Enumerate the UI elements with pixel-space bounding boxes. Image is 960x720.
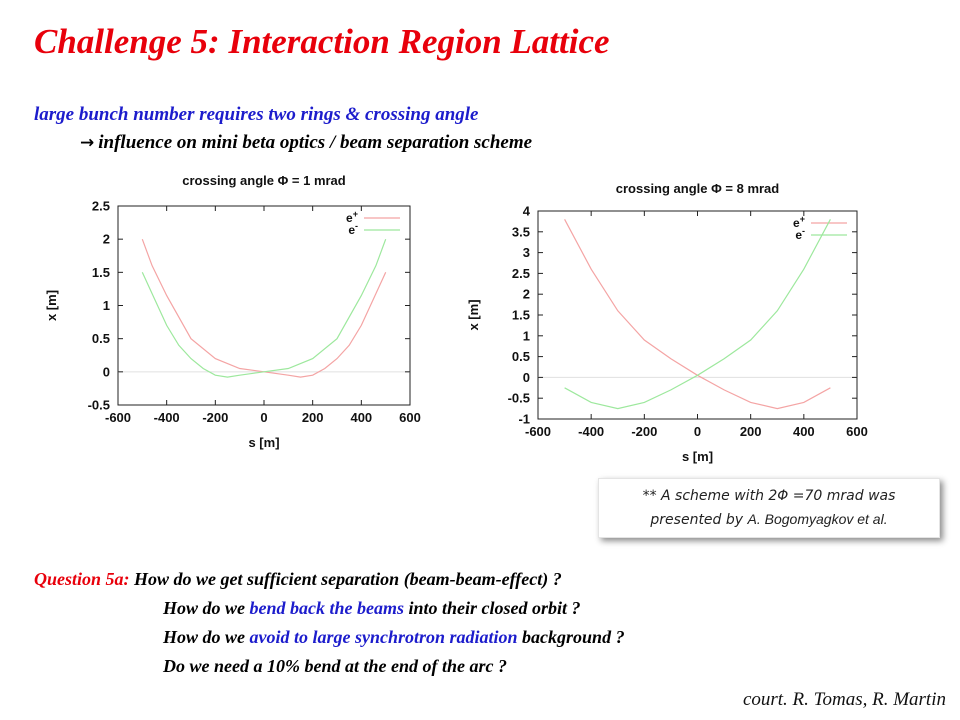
y-axis-label: x [m]: [466, 299, 481, 330]
y-tick-label: 2: [523, 287, 530, 302]
y-tick-label: 1.5: [92, 265, 110, 280]
question-line-1: Question 5a: How do we get sufficient se…: [34, 569, 562, 590]
x-tick-label: 200: [740, 424, 762, 439]
series-line-e-minus: [564, 219, 831, 410]
q2-highlight: bend back the beams: [249, 598, 405, 618]
slide-title: Challenge 5: Interaction Region Lattice: [34, 22, 610, 61]
y-tick-label: 2.5: [92, 199, 110, 214]
question-line-3: How do we avoid to large synchrotron rad…: [163, 627, 625, 648]
x-tick-label: 600: [846, 424, 868, 439]
question-label: Question 5a:: [34, 569, 130, 589]
y-axis-label: x [m]: [44, 290, 59, 321]
x-axis-label: s [m]: [682, 449, 713, 464]
q3-prefix: How do we: [163, 627, 250, 647]
plot-frame: [537, 210, 858, 420]
series-line-e-plus: [564, 219, 831, 410]
note-line-1: ** A scheme with 2Φ =70 mrad was: [642, 488, 896, 504]
x-tick-label: 600: [399, 410, 421, 425]
chart-crossing-angle-8mrad: crossing angle Φ = 8 mrad-600 -400 -200 0 20…: [466, 181, 868, 464]
scheme-note: ** A scheme with 2Φ =70 mrad was present…: [598, 478, 940, 538]
chart-title: crossing angle Φ = 8 mrad: [616, 181, 780, 196]
y-tick-label: 0: [103, 364, 110, 379]
chart-title: crossing angle Φ = 1 mrad: [182, 173, 346, 188]
y-tick-label: 3: [523, 245, 530, 260]
note-author: A. Bogomyagkov et al.: [747, 511, 888, 527]
x-tick-label: -200: [202, 410, 228, 425]
y-tick-label: 0.5: [92, 331, 110, 346]
series-line-e-minus: [141, 238, 387, 378]
subtitle-influence: → influence on mini beta optics / beam se…: [80, 132, 532, 154]
note-line-2: presented by A. Bogomyagkov et al.: [599, 508, 939, 532]
y-tick-label: 4: [523, 204, 531, 219]
question-line-2: How do we bend back the beams into their…: [163, 598, 581, 619]
subtitle-bunch-number: large bunch number requires two rings & …: [34, 104, 479, 125]
x-tick-label: 200: [302, 410, 324, 425]
x-tick-label: 400: [793, 424, 815, 439]
x-tick-label: -600: [525, 424, 551, 439]
note-prefix: presented by: [650, 512, 748, 528]
y-tick-label: 0.5: [512, 349, 530, 364]
question-1: How do we get sufficient separation (bea…: [134, 569, 562, 589]
chart-crossing-angle-1mrad: crossing angle Φ = 1 mrad-600 -400 -200 0 20…: [44, 173, 421, 450]
subtitle-influence-text: influence on mini beta optics / beam sep…: [98, 132, 533, 153]
x-tick-label: 400: [350, 410, 372, 425]
y-tick-label: 3.5: [512, 224, 530, 239]
x-tick-label: 0: [260, 410, 267, 425]
q3-highlight: avoid to large synchrotron radiation: [249, 627, 518, 647]
y-tick-label: -0.5: [88, 398, 110, 413]
y-tick-label: 0: [523, 370, 530, 385]
y-tick-label: -1: [518, 412, 530, 427]
y-tick-label: 1: [103, 298, 110, 313]
question-line-4: Do we need a 10% bend at the end of the …: [163, 656, 507, 676]
q3-suffix: background ?: [517, 627, 625, 647]
y-tick-label: 1.5: [512, 308, 530, 323]
legend-label-e-minus: e-: [348, 221, 358, 237]
legend-label-e-plus: e+: [793, 214, 805, 230]
y-tick-label: 2.5: [512, 266, 530, 281]
x-tick-label: -200: [631, 424, 657, 439]
right-arrow-icon: →: [80, 133, 95, 153]
legend-label-e-minus: e-: [795, 226, 805, 242]
x-tick-label: -400: [578, 424, 604, 439]
x-tick-label: -600: [105, 410, 131, 425]
plot-frame: [117, 205, 411, 406]
x-tick-label: -400: [154, 410, 180, 425]
series-line-e-plus: [141, 238, 387, 378]
q2-suffix: into their closed orbit ?: [404, 598, 581, 618]
q2-prefix: How do we: [163, 598, 250, 618]
credit-text: court. R. Tomas, R. Martin: [742, 689, 946, 710]
y-tick-label: -0.5: [508, 391, 530, 406]
x-axis-label: s [m]: [248, 435, 279, 450]
legend-label-e-plus: e+: [346, 209, 358, 225]
x-tick-label: 0: [694, 424, 701, 439]
y-tick-label: 1: [523, 328, 530, 343]
y-tick-label: 2: [103, 232, 110, 247]
